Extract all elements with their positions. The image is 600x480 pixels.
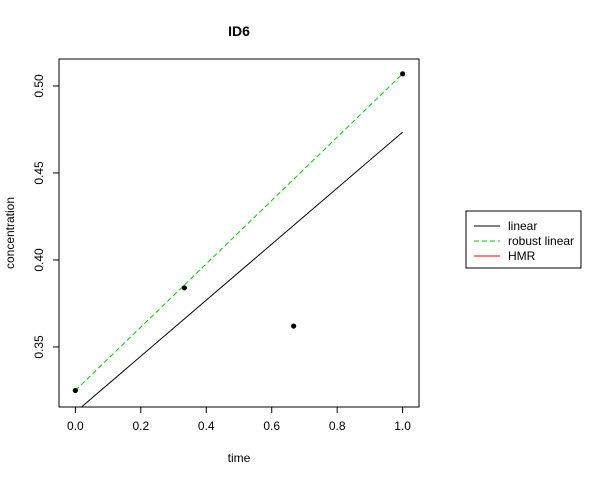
legend-label: linear xyxy=(508,219,537,233)
data-point xyxy=(291,323,297,329)
y-tick-label: 0.40 xyxy=(32,248,46,272)
y-tick-label: 0.35 xyxy=(32,335,46,359)
y-axis: 0.35 0.40 0.45 0.50 xyxy=(32,74,60,359)
series-layer xyxy=(75,73,403,407)
points-layer xyxy=(72,71,406,394)
series-line-robust-linear xyxy=(75,73,403,391)
plot-frame xyxy=(58,58,420,408)
x-tick-label: 1.0 xyxy=(394,419,411,433)
y-axis-label: concentration xyxy=(3,197,17,269)
legend-label: HMR xyxy=(508,249,536,263)
x-tick-label: 0.4 xyxy=(198,419,215,433)
legend-box xyxy=(465,210,582,269)
y-tick-label: 0.50 xyxy=(32,74,46,98)
x-axis-label: time xyxy=(228,451,251,465)
y-tick-label: 0.45 xyxy=(32,161,46,185)
legend-label: robust linear xyxy=(508,234,574,248)
x-tick-label: 0.6 xyxy=(263,419,280,433)
x-tick-label: 0.2 xyxy=(132,419,149,433)
data-point xyxy=(181,285,187,291)
x-tick-label: 0.8 xyxy=(329,419,346,433)
chart-title: ID6 xyxy=(228,23,250,39)
x-tick-label: 0.0 xyxy=(67,419,84,433)
data-point xyxy=(72,387,78,394)
data-point xyxy=(400,71,406,77)
x-axis: 0.0 0.2 0.4 0.6 0.8 1.0 xyxy=(67,406,411,433)
series-line-linear xyxy=(80,131,403,407)
